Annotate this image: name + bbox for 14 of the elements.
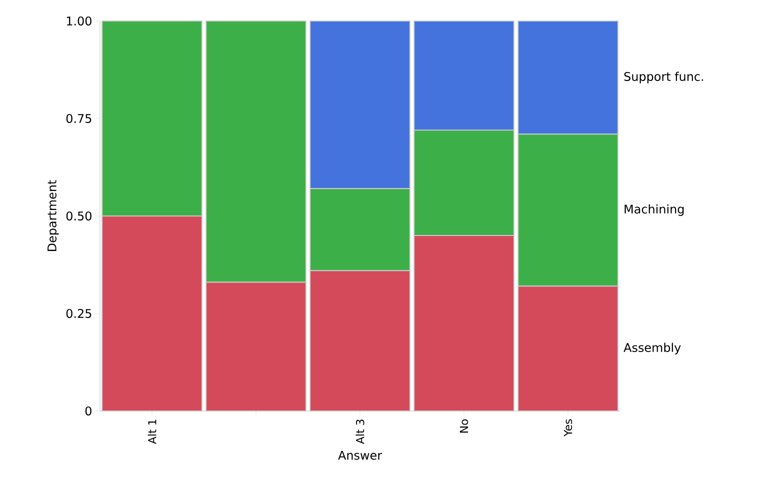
- series-label: Machining: [624, 204, 684, 216]
- x-tick-label: No: [460, 419, 468, 433]
- series-label: Assembly: [624, 342, 681, 354]
- y-tick-label: 1.00: [66, 16, 92, 26]
- y-tick-label: 0: [85, 406, 92, 416]
- y-tick-label: 0.50: [66, 211, 92, 221]
- x-tick-label: Alt 3: [356, 420, 364, 444]
- x-tick-label: Yes: [564, 419, 572, 436]
- y-axis-title: Department: [48, 180, 59, 251]
- series-label: Support func.: [624, 72, 704, 84]
- x-axis-title: Answer: [338, 450, 382, 460]
- x-tick-label: Alt 1: [148, 420, 156, 444]
- y-tick-label: 0.25: [66, 308, 92, 318]
- y-tick-label: 0.75: [66, 114, 92, 124]
